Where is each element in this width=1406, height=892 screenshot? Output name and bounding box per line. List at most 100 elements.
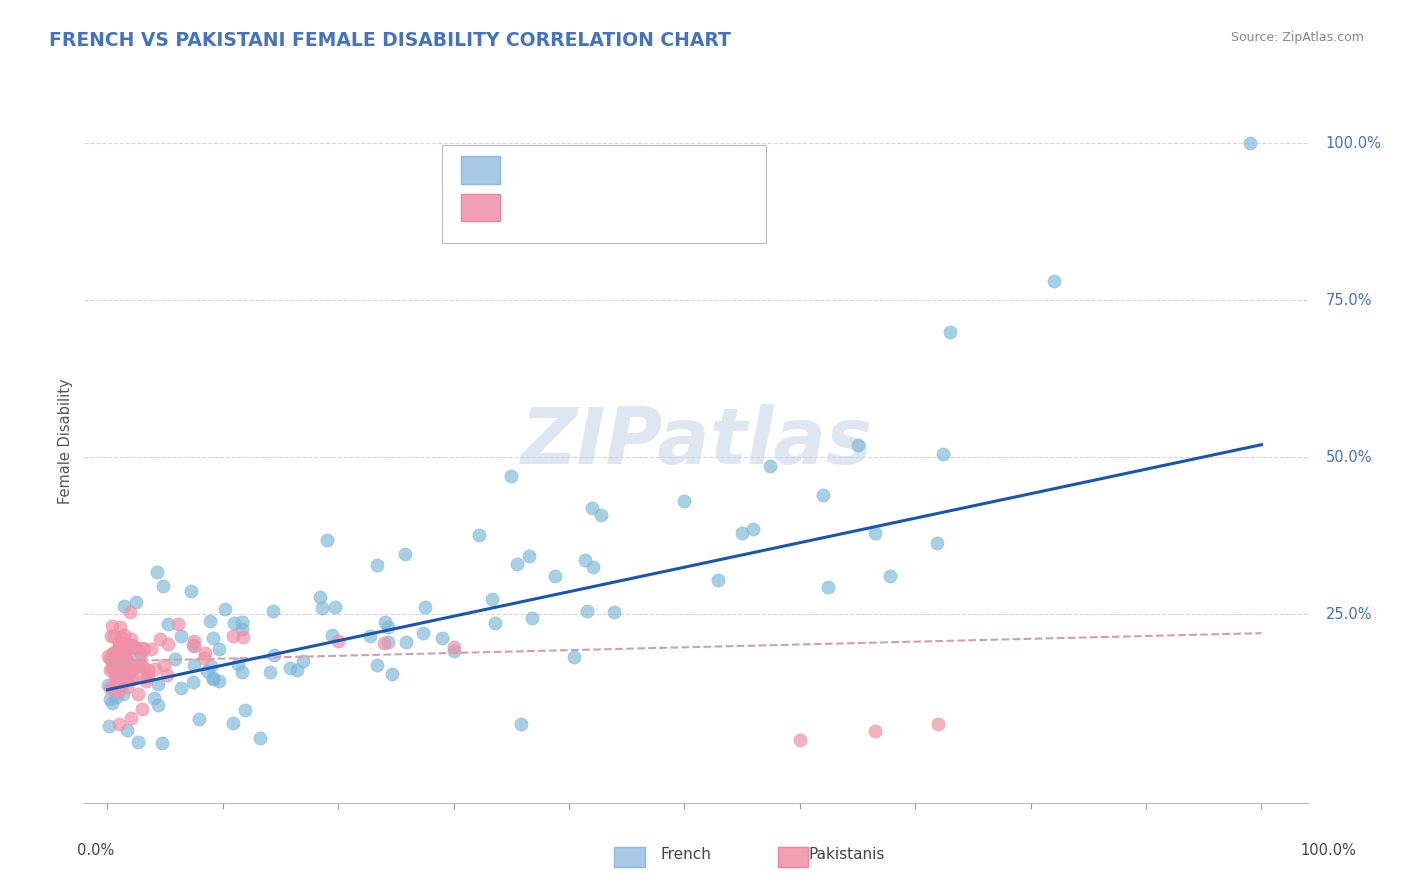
Point [863,525,886,540]
Point [484,616,506,631]
Point [118,665,141,680]
Point [707,573,730,587]
Point [316,533,339,547]
Point [156,667,179,681]
Point [311,600,333,615]
Point [208,674,231,689]
Point [562,649,585,664]
Point [183,633,205,648]
Text: Pakistanis: Pakistanis [808,847,884,862]
Point [148,677,170,691]
Point [153,658,176,673]
Point [108,654,131,668]
Point [321,628,343,642]
Point [129,657,152,672]
Point [232,630,254,644]
Point [758,458,780,473]
Point [581,500,603,515]
Point [111,657,134,672]
Point [181,675,204,690]
Point [115,642,138,657]
Point [262,604,284,618]
Point [214,602,236,616]
Point [323,600,346,615]
Point [110,673,132,687]
Point [114,652,136,666]
Point [101,619,124,633]
Point [124,659,146,673]
Point [863,723,886,738]
Point [105,645,128,659]
Point [249,731,271,745]
Point [118,666,141,681]
Point [125,595,148,609]
Point [156,636,179,650]
Point [939,325,962,339]
Point [156,616,179,631]
Point [170,681,193,695]
Point [742,522,765,536]
Point [226,657,249,671]
Point [108,642,131,657]
Point [124,640,146,655]
Point [202,671,225,685]
Point [110,631,132,645]
Point [931,447,953,461]
Point [187,712,209,726]
Point [152,579,174,593]
Point [135,673,157,688]
Point [328,633,350,648]
Point [430,632,453,646]
Point [121,638,143,652]
Point [169,629,191,643]
Point [114,651,136,665]
Point [673,494,696,508]
Point [194,646,217,660]
Point [544,569,567,583]
Point [98,652,121,666]
Point [193,651,215,665]
Text: R = 0.607   N = 102: R = 0.607 N = 102 [516,158,679,173]
Point [131,660,153,674]
Point [108,717,131,731]
Point [309,591,332,605]
Text: 100.0%: 100.0% [1326,136,1382,151]
Point [115,672,138,686]
Point [101,651,124,665]
Point [131,702,153,716]
Point [110,648,132,662]
Point [104,667,127,681]
Point [198,614,221,628]
Point [263,648,285,663]
Point [846,438,869,452]
Text: ZIPatlas: ZIPatlas [520,403,872,480]
Point [107,637,129,651]
Point [111,631,134,645]
Point [139,641,162,656]
Point [413,599,436,614]
Point [373,636,395,650]
Point [101,661,124,675]
Point [108,620,131,634]
Point [811,488,834,502]
Point [183,658,205,673]
Point [200,659,222,673]
Point [98,681,121,695]
Point [115,661,138,675]
Point [103,629,125,643]
Text: R = 0.220   N =  96: R = 0.220 N = 96 [516,195,673,211]
Point [127,659,149,673]
Point [183,640,205,654]
Point [115,649,138,664]
Point [122,670,145,684]
Point [120,632,142,647]
Y-axis label: Female Disability: Female Disability [58,379,73,504]
Point [129,647,152,661]
Text: Source: ZipAtlas.com: Source: ZipAtlas.com [1230,31,1364,45]
FancyBboxPatch shape [461,156,501,184]
Point [366,558,388,572]
Point [105,648,128,663]
Point [107,684,129,698]
Point [108,646,131,660]
Point [103,645,125,659]
